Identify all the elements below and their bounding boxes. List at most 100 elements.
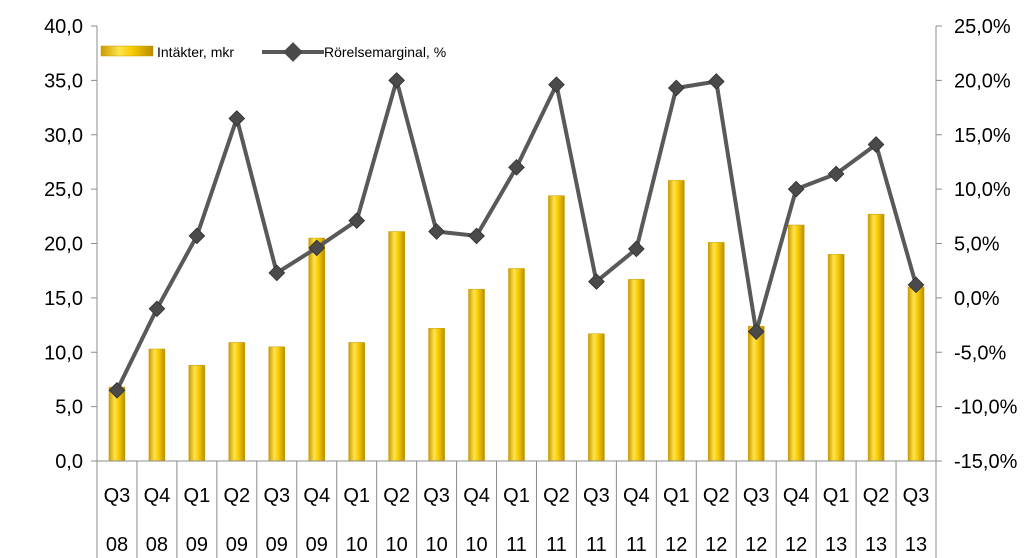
line-point-17 [747,323,765,340]
bar-19 [827,254,845,462]
category-year-label: 09 [306,534,328,556]
line-point-18 [787,180,805,198]
legend-swatch-intakter [100,45,154,57]
y-right-tick-label: 5,0% [954,234,1000,256]
category-year-label: 13 [905,534,927,556]
y-right-tick-label: 10,0% [954,179,1011,201]
category-year-label: 09 [186,534,208,556]
category-year-label: 09 [266,534,288,556]
line-point-20 [867,136,885,153]
category-year-label: 11 [586,534,607,556]
category-year-label: 11 [506,534,527,556]
axes: 0,0 5,0 10,0 15,0 20,0 25,0 30,0 35,0 40,0 -15,0%… [44,16,1018,558]
y-right-tick-label: 15,0% [954,125,1011,147]
bar-11 [508,268,525,462]
bar-8 [388,231,405,462]
bar-5 [268,346,286,462]
line-point-16 [707,73,725,90]
category-year-label: 11 [626,534,647,556]
bar-10 [468,288,485,462]
line-point-11 [508,159,525,176]
line-point-1 [108,381,126,399]
bar-3 [188,365,206,462]
y-left-tick-label: 15,0 [44,288,83,310]
bar-21 [907,286,925,462]
legend-label-intakter: Intäkter, mkr [157,44,234,60]
category-quarter-label: Q2 [863,485,890,507]
y-left-tick-label: 40,0 [44,16,83,38]
category-quarter-label: Q1 [503,485,530,507]
category-year-label: 12 [785,534,807,556]
line-point-6 [308,239,326,257]
category-year-label: 08 [146,534,168,556]
y-left-tick-label: 25,0 [44,179,83,201]
y-left-tick-label: 10,0 [44,342,83,364]
category-quarter-label: Q3 [104,485,131,507]
category-quarter-label: Q4 [303,485,330,507]
line-point-15 [667,79,685,97]
bar-17 [747,325,765,462]
category-year-label: 12 [665,534,687,556]
bar-series-intakter [108,180,925,462]
category-year-label: 10 [386,534,408,556]
category-quarter-label: Q3 [743,485,770,507]
category-quarter-label: Q3 [263,485,290,507]
category-quarter-label: Q3 [423,485,450,507]
y-right-tick-label: -10,0% [954,397,1018,419]
y-left-tick-label: 0,0 [55,451,83,473]
category-quarter-label: Q1 [663,485,690,507]
bar-20 [867,213,885,462]
legend: Intäkter, mkr Rörelsemarginal, % [100,42,446,62]
bar-6 [308,237,325,462]
line-point-14 [627,240,645,258]
bar-16 [708,242,725,462]
bar-12 [548,195,565,462]
line-point-5 [268,264,286,282]
category-quarter-label: Q2 [223,485,250,507]
bar-9 [428,328,445,462]
line-point-21 [907,276,925,294]
category-year-label: 08 [106,534,128,556]
line-point-3 [188,227,206,245]
bar-15 [668,180,685,462]
category-year-label: 12 [705,534,727,556]
category-quarter-label: Q4 [783,485,810,507]
line-point-8 [388,72,405,89]
bar-7 [348,342,365,462]
line-point-19 [827,165,845,183]
category-year-label: 10 [346,534,368,556]
category-axis-labels: Q3 08 Q4 08 Q1 09 Q2 09 Q3 09 Q4 09 Q1 10 Q2 10 Q3 10 Q4 10… [104,485,930,556]
y-right-tick-label: 0,0% [954,288,1000,310]
y-right-tick-label: 25,0% [954,16,1011,38]
category-quarter-label: Q3 [583,485,610,507]
category-year-label: 09 [226,534,248,556]
line-point-10 [468,227,485,245]
line-point-13 [588,273,605,290]
legend-marker-rorelsemarginal [283,42,303,62]
y-left-tick-label: 20,0 [44,234,83,256]
category-year-label: 12 [745,534,767,556]
line-point-9 [428,223,445,240]
category-year-label: 10 [465,534,487,556]
bar-18 [787,224,805,462]
y-left-tick-label: 30,0 [44,125,83,147]
category-quarter-label: Q1 [823,485,850,507]
category-quarter-label: Q1 [184,485,211,507]
bar-2 [148,348,166,462]
category-year-label: 11 [546,534,567,556]
category-quarter-label: Q2 [383,485,410,507]
legend-label-rorelsemarginal: Rörelsemarginal, % [324,44,446,60]
category-quarter-label: Q2 [703,485,730,507]
category-quarter-label: Q2 [543,485,570,507]
category-year-label: 13 [825,534,847,556]
y-left-tick-label: 35,0 [44,70,83,92]
y-right-tick-label: -15,0% [954,451,1018,473]
y-right-tick-label: -5,0% [954,342,1006,364]
category-quarter-label: Q4 [144,485,171,507]
y-right-tick-label: 20,0% [954,70,1011,92]
line-series-rorelsemarginal [108,72,925,399]
line-point-4 [228,110,246,127]
category-quarter-label: Q4 [463,485,490,507]
category-year-label: 10 [425,534,447,556]
